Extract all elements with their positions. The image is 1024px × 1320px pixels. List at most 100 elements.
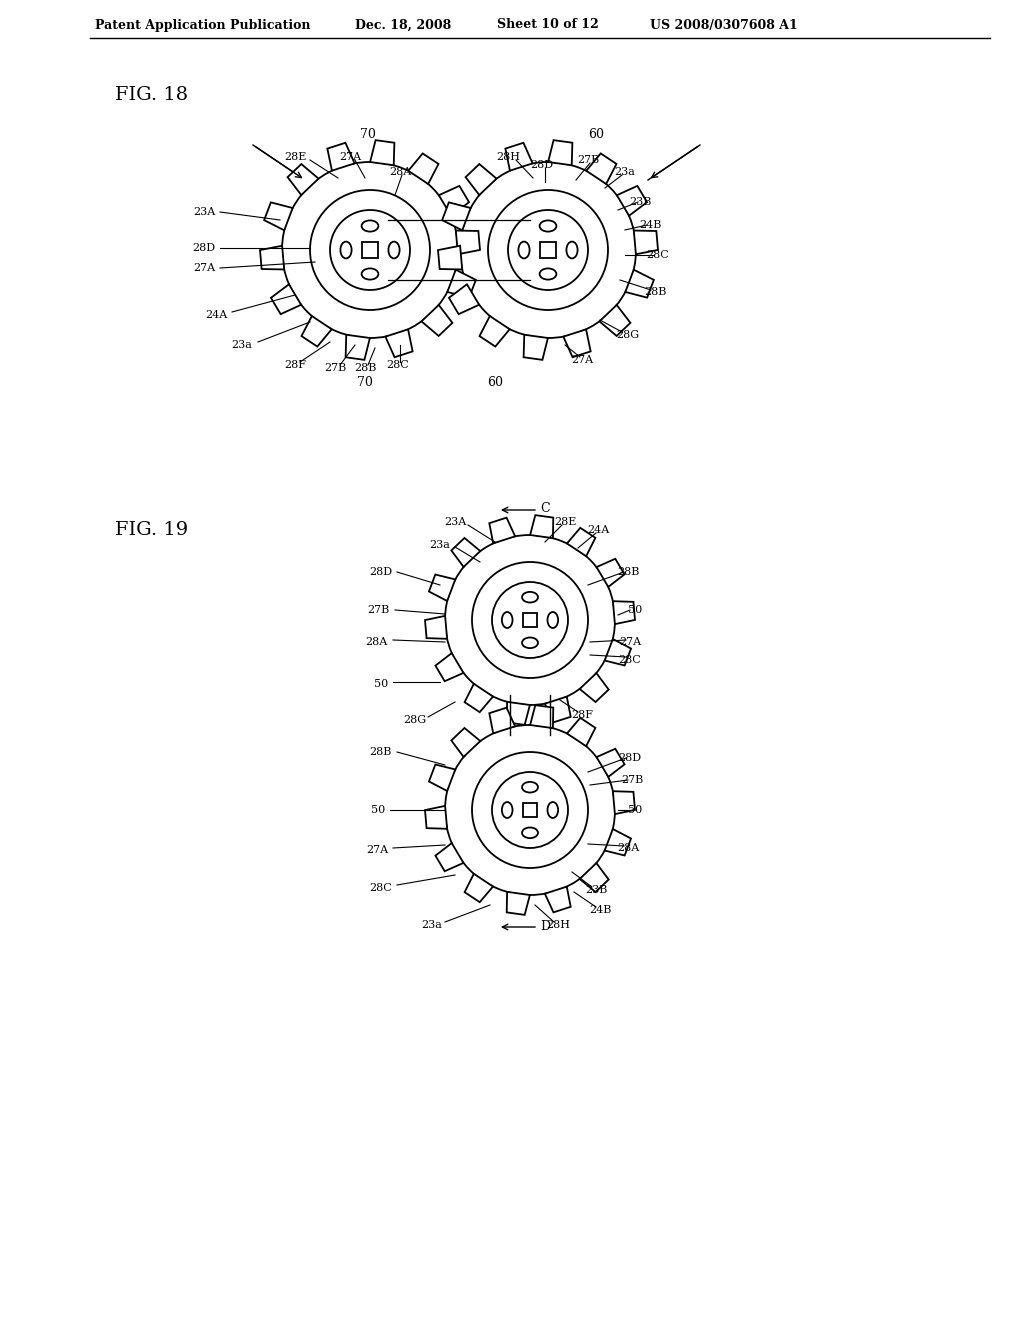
Text: 27A: 27A <box>193 263 215 273</box>
Text: 28H: 28H <box>546 920 570 931</box>
Circle shape <box>508 210 588 290</box>
Polygon shape <box>545 887 570 912</box>
Text: 60: 60 <box>588 128 604 141</box>
Text: 24A: 24A <box>206 310 228 319</box>
Text: 28B: 28B <box>616 568 639 577</box>
Polygon shape <box>634 231 658 255</box>
Text: 28C: 28C <box>646 249 670 260</box>
Text: 28C: 28C <box>618 655 641 665</box>
Polygon shape <box>452 727 480 756</box>
Text: 28D: 28D <box>369 568 392 577</box>
Polygon shape <box>530 705 553 729</box>
Bar <box>523 803 538 817</box>
Text: 23B: 23B <box>629 197 651 207</box>
Circle shape <box>472 562 588 678</box>
Text: 70: 70 <box>357 375 373 388</box>
Text: 28D: 28D <box>618 752 642 763</box>
Polygon shape <box>523 335 548 360</box>
Ellipse shape <box>361 268 379 280</box>
Polygon shape <box>456 231 480 255</box>
Text: 23a: 23a <box>422 920 442 931</box>
Ellipse shape <box>502 803 513 818</box>
Polygon shape <box>599 305 631 337</box>
Polygon shape <box>530 515 553 539</box>
Polygon shape <box>489 517 515 544</box>
Ellipse shape <box>548 612 558 628</box>
Polygon shape <box>328 143 354 170</box>
Text: 27A: 27A <box>571 355 593 366</box>
Text: 24B: 24B <box>639 220 662 230</box>
Circle shape <box>472 752 588 869</box>
Polygon shape <box>597 558 625 587</box>
Text: 28D: 28D <box>530 160 554 170</box>
Polygon shape <box>438 246 462 269</box>
Polygon shape <box>580 863 608 892</box>
Polygon shape <box>548 140 572 165</box>
Polygon shape <box>616 186 647 215</box>
Text: 27A: 27A <box>618 638 641 647</box>
Polygon shape <box>613 601 635 624</box>
Ellipse shape <box>361 220 379 231</box>
Polygon shape <box>506 143 532 170</box>
Polygon shape <box>507 702 529 725</box>
Text: US 2008/0307608 A1: US 2008/0307608 A1 <box>650 18 798 32</box>
Ellipse shape <box>388 242 399 259</box>
Text: 28F: 28F <box>284 360 306 370</box>
Ellipse shape <box>566 242 578 259</box>
Text: 28G: 28G <box>403 715 427 725</box>
Ellipse shape <box>518 242 529 259</box>
Polygon shape <box>626 269 654 297</box>
Polygon shape <box>346 335 370 360</box>
Text: Dec. 18, 2008: Dec. 18, 2008 <box>355 18 452 32</box>
Text: 28C: 28C <box>370 883 392 894</box>
Text: 60: 60 <box>487 375 503 388</box>
Polygon shape <box>567 718 595 746</box>
Ellipse shape <box>522 828 538 838</box>
Text: 28F: 28F <box>571 710 593 719</box>
Circle shape <box>492 582 568 657</box>
Polygon shape <box>465 874 493 902</box>
Text: 24B: 24B <box>589 906 611 915</box>
Polygon shape <box>425 807 447 829</box>
Polygon shape <box>605 639 631 665</box>
Polygon shape <box>587 153 616 183</box>
Ellipse shape <box>522 638 538 648</box>
Text: 27B: 27B <box>621 775 643 785</box>
Text: 23a: 23a <box>614 168 636 177</box>
Text: FIG. 19: FIG. 19 <box>115 521 188 539</box>
Bar <box>541 243 556 257</box>
Circle shape <box>282 162 458 338</box>
Bar <box>362 243 378 257</box>
Polygon shape <box>567 528 595 556</box>
Text: FIG. 18: FIG. 18 <box>115 86 188 104</box>
Polygon shape <box>452 539 480 566</box>
Text: 23B: 23B <box>585 884 607 895</box>
Text: 28H: 28H <box>496 152 520 162</box>
Ellipse shape <box>540 268 556 280</box>
Text: Sheet 10 of 12: Sheet 10 of 12 <box>497 18 599 32</box>
Text: 27A: 27A <box>339 152 361 162</box>
Text: 27B: 27B <box>324 363 346 374</box>
Polygon shape <box>260 246 285 269</box>
Text: Patent Application Publication: Patent Application Publication <box>95 18 310 32</box>
Polygon shape <box>429 764 456 791</box>
Text: 28A: 28A <box>389 168 411 177</box>
Text: 28B: 28B <box>644 286 667 297</box>
Polygon shape <box>435 843 464 871</box>
Text: 27B: 27B <box>577 154 599 165</box>
Text: 28B: 28B <box>354 363 376 374</box>
Text: 28B: 28B <box>370 747 392 756</box>
Circle shape <box>330 210 410 290</box>
Polygon shape <box>271 284 301 314</box>
Polygon shape <box>605 829 631 855</box>
Text: 28A: 28A <box>616 843 639 853</box>
Ellipse shape <box>548 803 558 818</box>
Polygon shape <box>301 315 332 347</box>
Polygon shape <box>370 140 394 165</box>
Polygon shape <box>422 305 453 337</box>
Text: 28A: 28A <box>366 638 388 647</box>
Polygon shape <box>466 164 497 195</box>
Text: 28E: 28E <box>284 152 306 162</box>
Ellipse shape <box>522 591 538 602</box>
Text: 24A: 24A <box>587 525 609 535</box>
